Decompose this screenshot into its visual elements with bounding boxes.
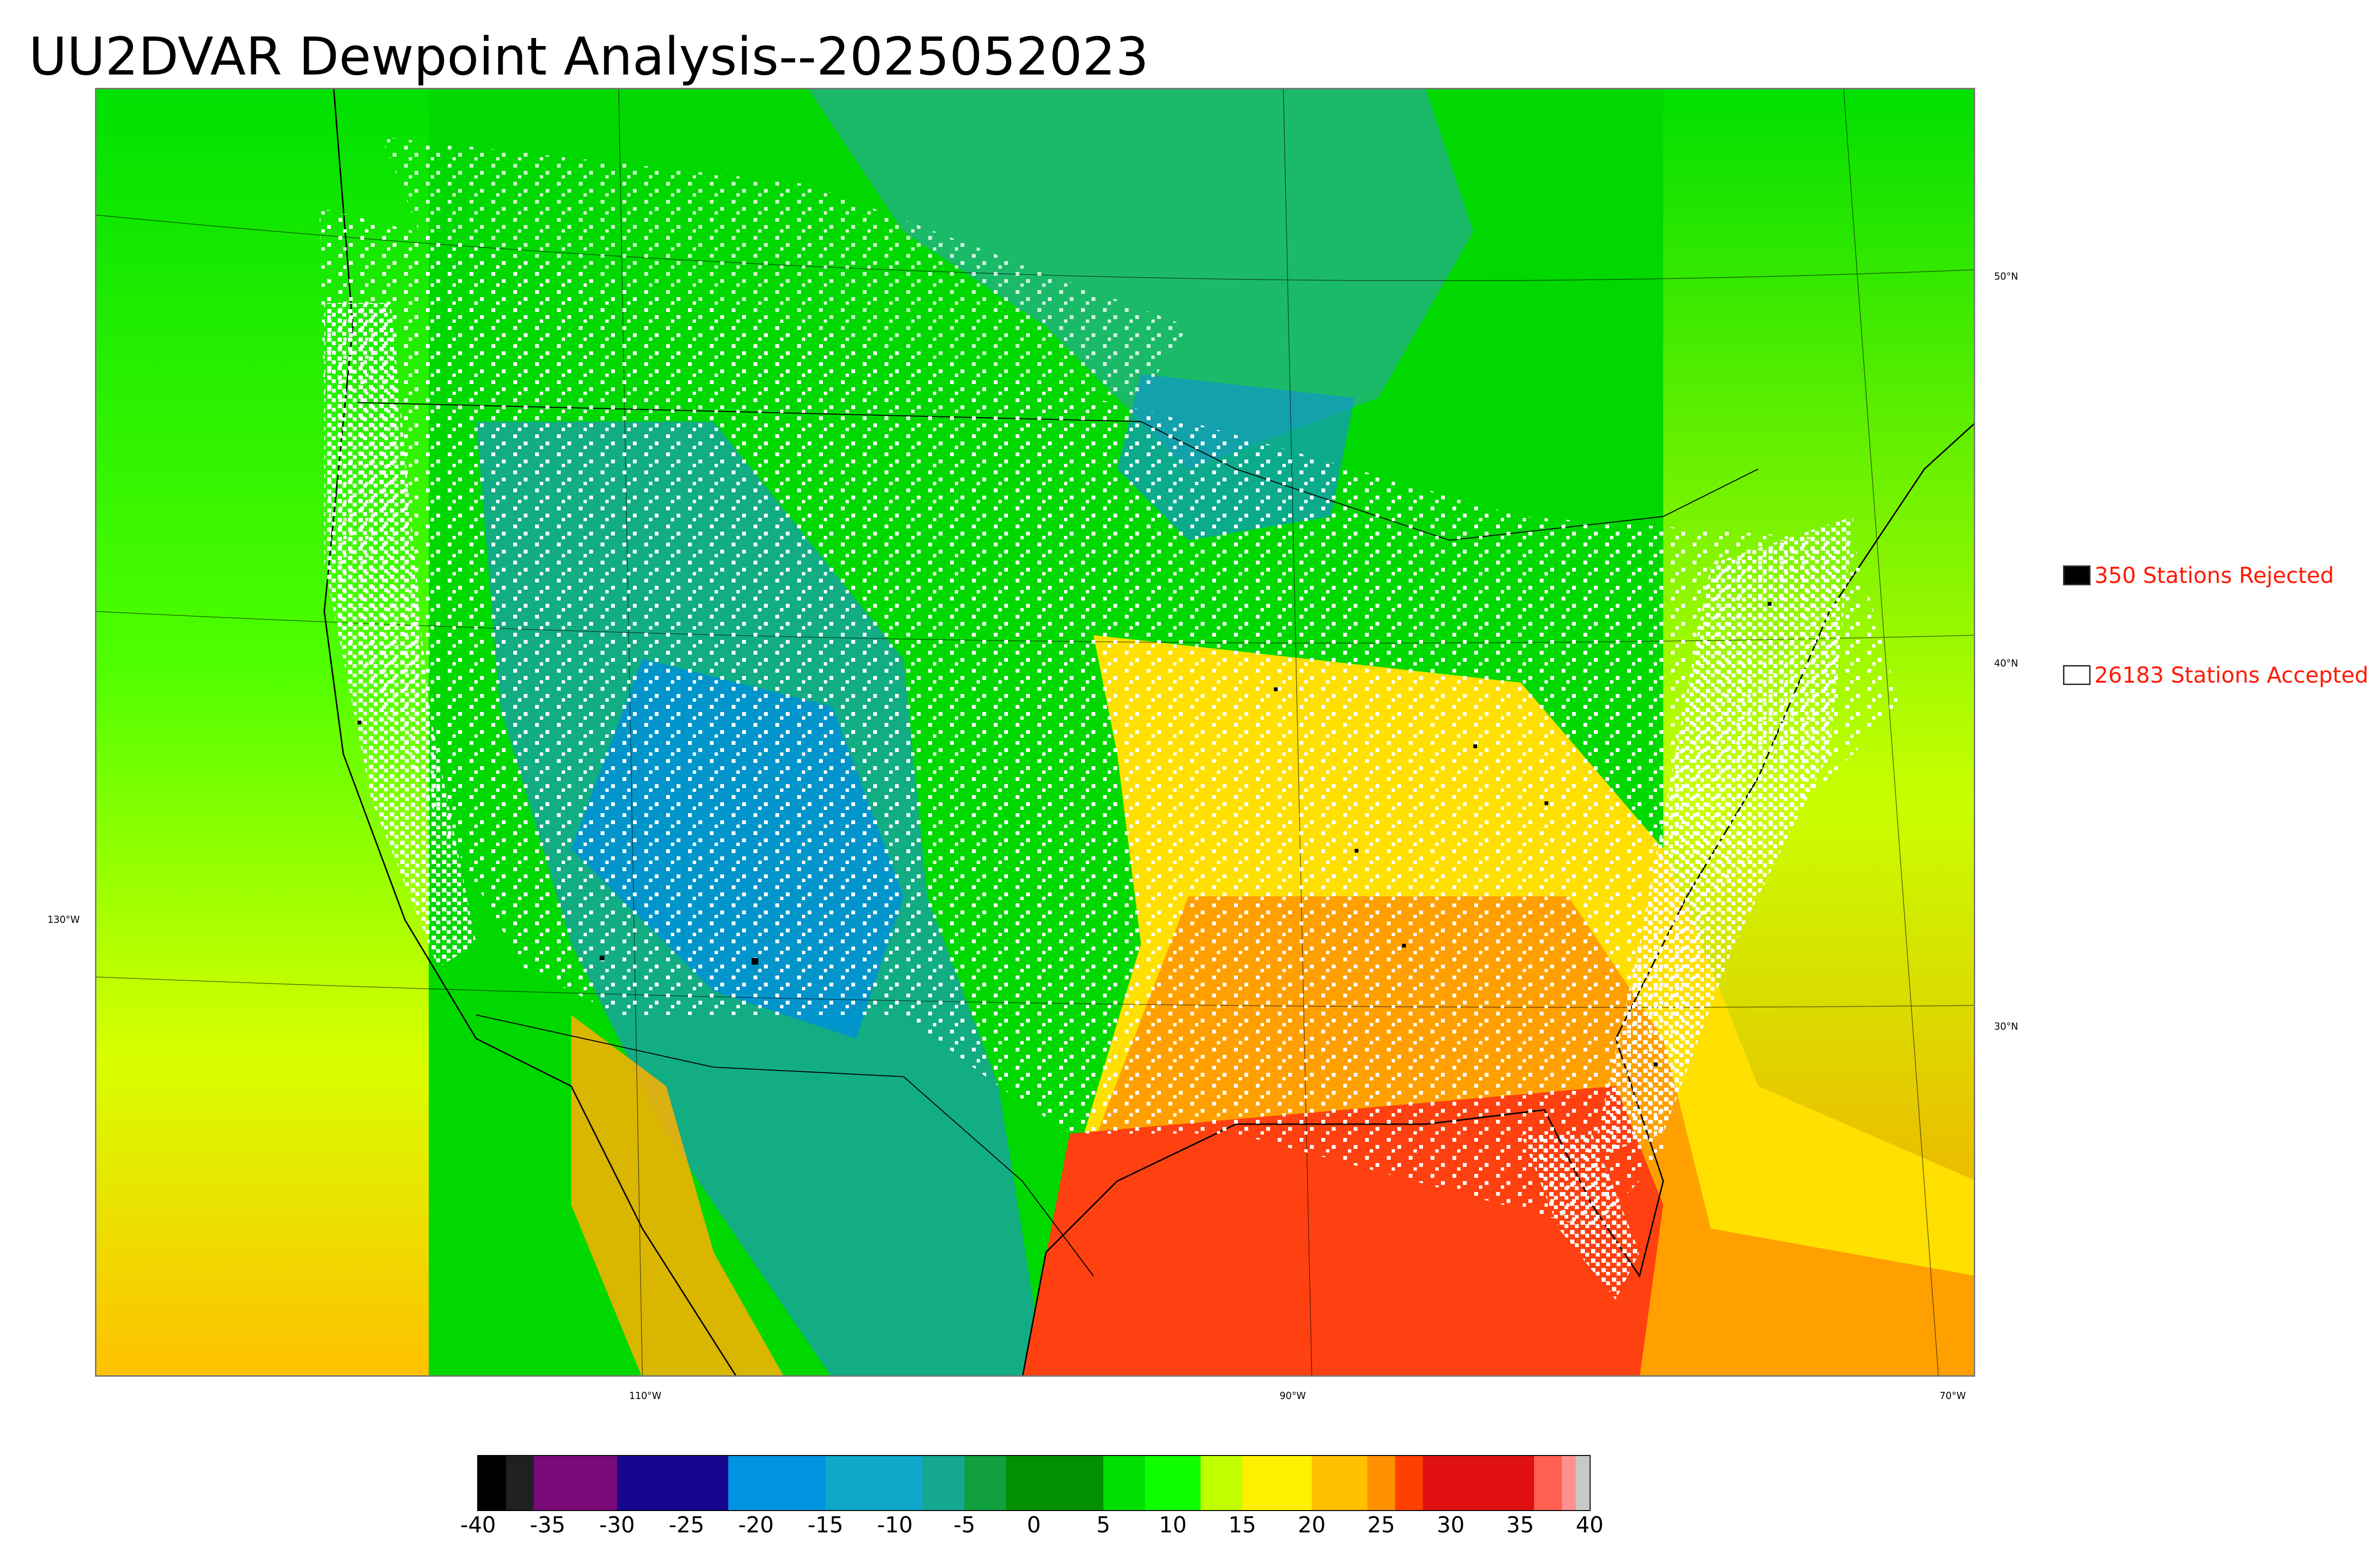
legend-rejected-label: 350 Stations Rejected [2094, 563, 2334, 588]
colorbar-segment [923, 1456, 965, 1510]
colorbar-tick-label: 40 [1575, 1512, 1604, 1538]
colorbar-segment [728, 1456, 826, 1510]
lon-label-110w: 110°W [629, 1390, 661, 1401]
colorbar-tick-label: -25 [669, 1512, 705, 1538]
colorbar-tick-label: -10 [877, 1512, 913, 1538]
legend-rejected: 350 Stations Rejected [2063, 563, 2334, 588]
legend-accepted-swatch [2063, 665, 2091, 685]
station-points-east-coast [1592, 516, 1853, 1157]
lat-label-50n: 50°N [1994, 271, 2018, 282]
colorbar-segment [1200, 1456, 1243, 1510]
colorbar-tick-label: -35 [529, 1512, 565, 1538]
colorbar-segment [1562, 1456, 1576, 1510]
station-points-west-coast [324, 303, 476, 967]
dewpoint-map [95, 88, 1975, 1377]
station-points-florida [1521, 1134, 1639, 1300]
colorbar-tick-label: 30 [1437, 1512, 1465, 1538]
legend-rejected-swatch [2063, 565, 2091, 585]
colorbar-segment [1395, 1456, 1423, 1510]
legend-accepted: 26183 Stations Accepted [2063, 662, 2368, 688]
colorbar-canvas [478, 1456, 1590, 1510]
rejected-station-points [358, 602, 1771, 1066]
colorbar-tick-label: -30 [599, 1512, 635, 1538]
colorbar-segment [478, 1456, 507, 1510]
map-canvas [96, 89, 1974, 1375]
colorbar-segment [534, 1456, 618, 1510]
colorbar-tick-label: 25 [1367, 1512, 1395, 1538]
colorbar-tick-label: -15 [807, 1512, 844, 1538]
colorbar-tick-label: 15 [1228, 1512, 1256, 1538]
lon-label-130w: 130°W [47, 914, 80, 925]
colorbar-segment [1534, 1456, 1563, 1510]
baja-orange [571, 1015, 783, 1375]
us-mexico-border [476, 1014, 1094, 1277]
lon-label-90w: 90°W [1280, 1390, 1306, 1401]
colorbar-segment [1423, 1456, 1535, 1510]
canada-cool-region [809, 89, 1473, 469]
lat-label-40n: 40°N [1994, 657, 2018, 669]
colorbar-segment [1103, 1456, 1146, 1510]
colorbar-segment [1145, 1456, 1201, 1510]
lon-label-70w: 70°W [1940, 1390, 1966, 1401]
station-points-canada [381, 137, 1188, 398]
colorbar-tick-label: 10 [1159, 1512, 1187, 1538]
colorbar-tick-label: 20 [1298, 1512, 1326, 1538]
chart-title: UU2DVAR Dewpoint Analysis--2025052023 [28, 26, 1149, 87]
colorbar-segment [1006, 1456, 1104, 1510]
colorbar-segment [1367, 1456, 1396, 1510]
colorbar-segment [964, 1456, 1007, 1510]
colorbar-tick-label: -5 [953, 1512, 976, 1538]
colorbar-tick-label: 5 [1096, 1512, 1111, 1538]
legend-accepted-label: 26183 Stations Accepted [2094, 662, 2369, 688]
colorbar-segment [617, 1456, 729, 1510]
colorbar-segment [825, 1456, 923, 1510]
colorbar [477, 1455, 1591, 1511]
station-points-us [320, 208, 1901, 1229]
colorbar-segment [1575, 1456, 1590, 1510]
colorbar-tick-label: 0 [1027, 1512, 1041, 1538]
lat-label-30n: 30°N [1994, 1021, 2018, 1032]
colorbar-tick-label: -20 [738, 1512, 774, 1538]
colorbar-segment [1311, 1456, 1368, 1510]
colorbar-tick-label: 35 [1506, 1512, 1534, 1538]
colorbar-segment [1242, 1456, 1312, 1510]
colorbar-segment [506, 1456, 535, 1510]
colorbar-tick-label: -40 [460, 1512, 496, 1538]
